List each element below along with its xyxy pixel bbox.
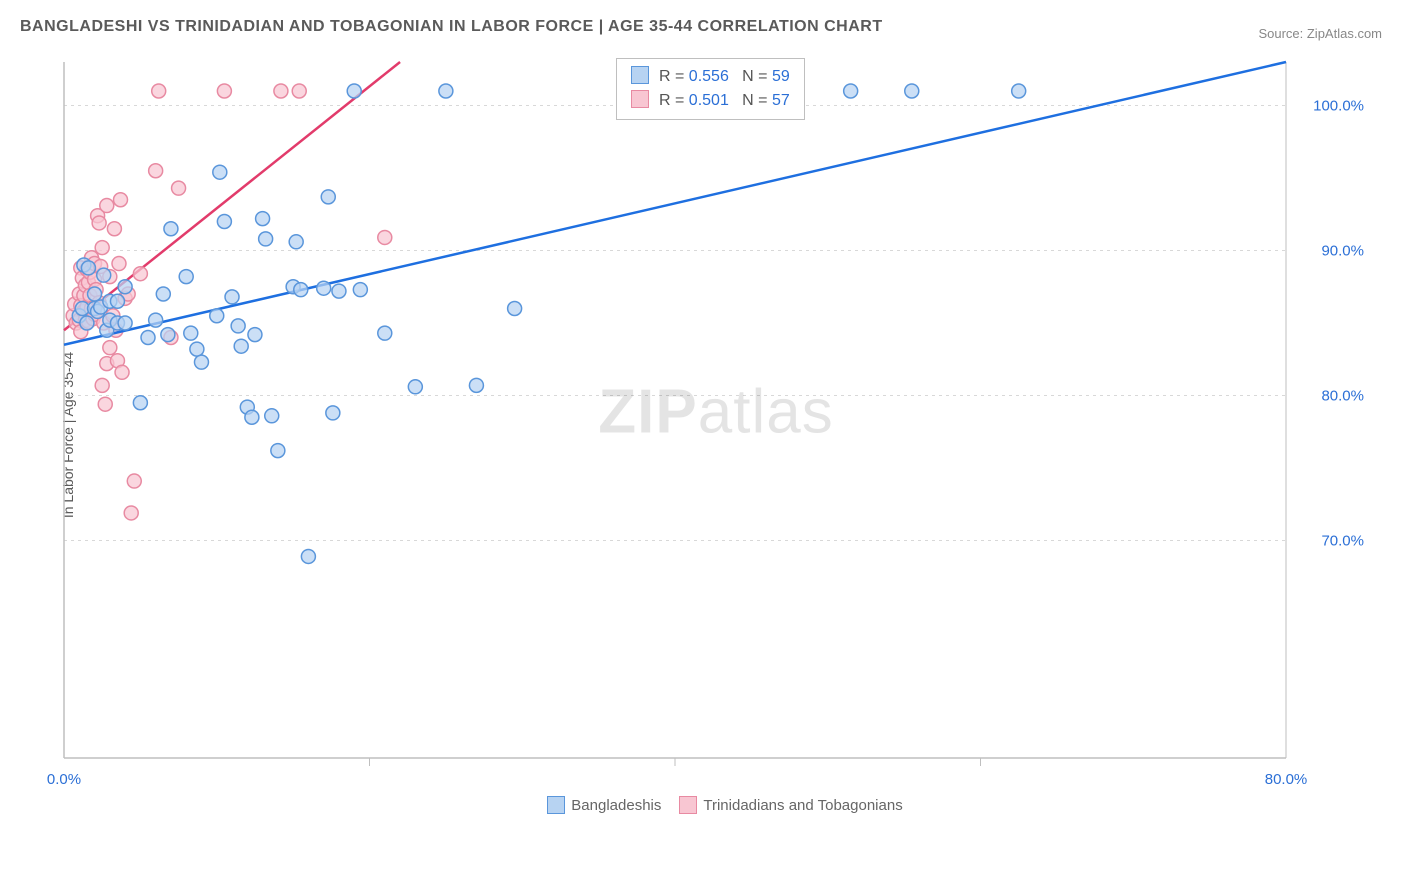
y-tick-label: 100.0% bbox=[1313, 97, 1364, 114]
x-tick-label: 80.0% bbox=[1265, 771, 1308, 788]
chart-title: BANGLADESHI VS TRINIDADIAN AND TOBAGONIA… bbox=[20, 18, 883, 36]
y-tick-label: 70.0% bbox=[1321, 532, 1364, 549]
y-tick-label: 80.0% bbox=[1321, 387, 1364, 404]
y-tick-label: 90.0% bbox=[1321, 242, 1364, 259]
corr-row: R = 0.501 N = 57 bbox=[631, 89, 790, 113]
x-tick-label: 0.0% bbox=[47, 771, 81, 788]
scatter-plot bbox=[56, 50, 1376, 820]
chart-area: In Labor Force | Age 35-44 ZIPatlas R = … bbox=[56, 50, 1376, 820]
correlation-legend: R = 0.556 N = 59R = 0.501 N = 57 bbox=[616, 58, 805, 120]
legend-bottom: Bangladeshis Trinidadians and Tobagonians bbox=[56, 796, 1376, 814]
legend-label: Bangladeshis bbox=[571, 797, 661, 814]
legend-swatch bbox=[679, 796, 697, 814]
corr-row: R = 0.556 N = 59 bbox=[631, 65, 790, 89]
legend-swatch bbox=[547, 796, 565, 814]
legend-label: Trinidadians and Tobagonians bbox=[703, 797, 902, 814]
source-label: Source: ZipAtlas.com bbox=[1258, 26, 1382, 41]
